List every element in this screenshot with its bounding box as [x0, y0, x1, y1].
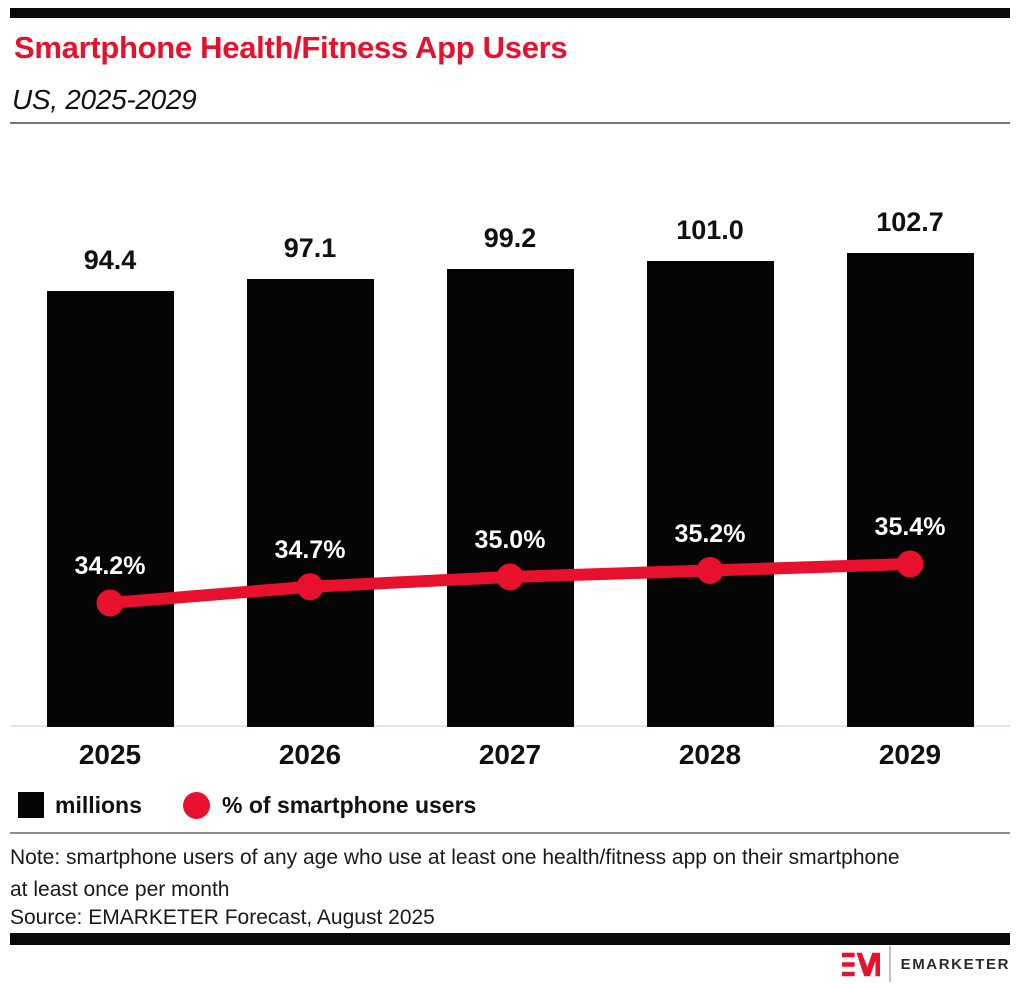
bar-value-label-2029: 102.7 [876, 207, 944, 238]
bar-2026 [246, 278, 374, 727]
line-value-label-2029: 35.4% [874, 513, 946, 541]
line-value-label-2027: 35.0% [474, 526, 546, 554]
top-accent-bar [10, 8, 1010, 18]
line-value-label-2026: 34.7% [274, 535, 346, 564]
emarketer-logo-icon [841, 952, 880, 976]
bar-value-label-2028: 101.0 [676, 214, 744, 245]
line-point-2027 [496, 563, 524, 591]
bar-2029 [846, 253, 974, 727]
x-axis-label-2028: 2028 [678, 739, 742, 770]
legend-swatch-percent [183, 792, 210, 819]
footnote: Note: smartphone users of any age who us… [10, 846, 900, 901]
bar-2025 [46, 291, 174, 727]
line-value-label-2028: 35.2% [674, 519, 746, 548]
legend-divider [10, 832, 1010, 834]
x-axis-label-2025: 2025 [78, 739, 142, 770]
x-axis-label-2026: 2026 [278, 739, 342, 770]
chart-title: Smartphone Health/Fitness App Users [14, 30, 568, 65]
legend-swatch-millions [18, 792, 44, 818]
chart-subtitle: US, 2025-2029 [12, 84, 197, 115]
line-point-2029 [896, 550, 924, 578]
bar-value-label-2027: 99.2 [483, 223, 537, 254]
header-divider [10, 122, 1010, 124]
x-axis-label-2027: 2027 [478, 739, 542, 770]
source-line: Source: EMARKETER Forecast, August 2025 [10, 906, 435, 929]
line-point-2026 [296, 573, 324, 601]
bar-value-label-2026: 97.1 [283, 232, 337, 263]
bar-2027 [446, 269, 574, 727]
legend-label-millions: millions [55, 792, 142, 818]
emarketer-logo-text: EMARKETER [900, 955, 1010, 973]
emarketer-logo: EMARKETER [841, 946, 1010, 982]
trend-line-overlay [96, 550, 924, 617]
logo-divider [888, 946, 891, 982]
footer-accent-bar [10, 933, 1010, 945]
chart-plot-area: 94.4 34.2% 2025 97.1 34.7% 2026 99.2 35.0% 2027 1… [0, 130, 1020, 770]
line-point-2028 [696, 557, 724, 584]
x-axis-label-2029: 2029 [878, 739, 942, 770]
legend-label-percent: % of smartphone users [222, 792, 477, 818]
line-value-label-2025: 34.2% [74, 552, 146, 580]
bar-value-label-2025: 94.4 [83, 245, 137, 276]
bar-2028 [646, 260, 774, 727]
line-point-2025 [96, 589, 124, 617]
